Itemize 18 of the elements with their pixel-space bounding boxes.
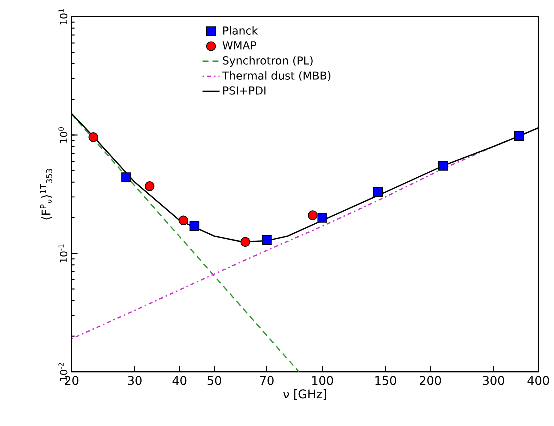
x-tick-label: 50 [208, 376, 222, 386]
legend-label: Synchrotron (PL) [223, 56, 313, 68]
x-tick-label: 70 [260, 376, 274, 386]
x-tick-label: 40 [172, 376, 187, 386]
y-tick-label: 10$^{0}$ [58, 128, 68, 144]
x-tick-label: 150 [376, 376, 396, 386]
x-tick-label: 30 [128, 376, 142, 386]
x-tick-label: 200 [420, 376, 442, 386]
y-tick-label: 10$^{1}$ [58, 9, 68, 25]
legend-label: PSI+PDI [224, 86, 266, 95]
x-tick-label: 400 [528, 376, 550, 386]
x-tick-label: 100 [312, 376, 334, 386]
x-tick-label: 300 [483, 376, 504, 386]
legend-label: WMAP [222, 42, 257, 50]
legend-label: Planck [224, 26, 258, 36]
legend-label: Thermal dust (MBB) [222, 72, 331, 82]
x-axis-title: ν [GHz] [283, 390, 326, 400]
y-tick-label: 10$^{-1}$ [58, 244, 68, 263]
